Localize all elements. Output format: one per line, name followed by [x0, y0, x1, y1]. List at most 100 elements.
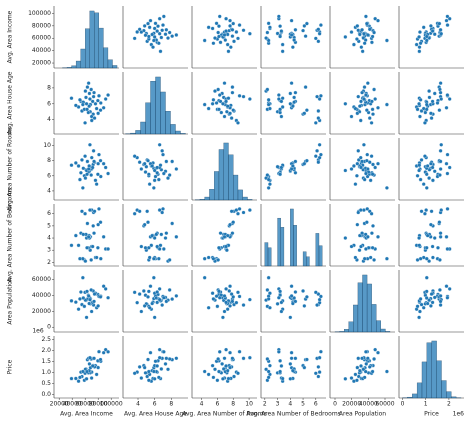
- histogram-bar: [367, 284, 372, 332]
- x-tick-label: 0: [401, 401, 405, 408]
- scatter-point: [207, 107, 211, 111]
- scatter-point: [438, 22, 442, 26]
- scatter-point: [226, 307, 230, 311]
- x-tick-label: 6: [314, 401, 318, 408]
- scatter-point: [148, 256, 152, 260]
- scatter-point: [140, 310, 144, 314]
- scatter-point: [267, 370, 271, 374]
- scatter-point: [148, 306, 152, 310]
- x-tick-label: 3: [276, 401, 280, 408]
- scatter-point: [146, 295, 150, 299]
- histogram-bar: [67, 67, 72, 68]
- scatter-point: [93, 292, 97, 296]
- scatter-point: [314, 154, 318, 158]
- scatter-point: [80, 209, 84, 213]
- scatter-point: [230, 209, 234, 213]
- scatter-point: [231, 108, 235, 112]
- scatter-point: [317, 375, 321, 379]
- scatter-point: [445, 162, 449, 166]
- scatter-point: [170, 297, 174, 301]
- histogram-bar: [141, 122, 146, 134]
- scatter-point: [87, 235, 91, 239]
- scatter-point: [290, 351, 294, 355]
- scatter-point: [88, 143, 92, 147]
- scatter-point: [429, 223, 433, 227]
- scatter-point: [290, 167, 294, 171]
- scatter-point: [294, 300, 298, 304]
- scatter-point: [289, 362, 293, 366]
- scatter-point: [433, 236, 437, 240]
- scatter-point: [82, 166, 86, 170]
- y-tick-label: 0.0: [41, 391, 51, 398]
- y-tick-label: 1.5: [41, 358, 51, 365]
- scatter-point: [364, 172, 368, 176]
- scatter-point: [305, 358, 309, 362]
- scatter-point: [207, 306, 211, 310]
- scatter-point: [92, 300, 96, 304]
- scatter-point: [157, 178, 161, 182]
- y-tick-label: 100000: [28, 10, 51, 17]
- scatter-point: [236, 371, 240, 375]
- scatter-point: [158, 208, 162, 212]
- scatter-point: [81, 276, 85, 280]
- scatter-point: [152, 276, 156, 280]
- scatter-point: [74, 234, 78, 238]
- histogram-bar: [446, 392, 451, 398]
- scatter-point: [158, 17, 162, 21]
- scatter-point: [96, 162, 100, 166]
- scatter-point: [314, 37, 318, 41]
- scatter-point: [425, 296, 429, 300]
- scatter-point: [360, 160, 364, 164]
- y-tick-label: 0.5: [41, 380, 51, 387]
- scatter-point: [267, 276, 271, 280]
- scatter-point: [230, 292, 234, 296]
- scatter-point: [231, 357, 235, 361]
- scatter-point: [133, 154, 137, 158]
- scatter-point: [175, 294, 179, 298]
- scatter-point: [231, 300, 235, 304]
- scatter-point: [217, 246, 221, 250]
- scatter-point: [82, 296, 86, 300]
- scatter-point: [427, 176, 431, 180]
- histogram-bar: [412, 394, 417, 398]
- scatter-point: [155, 233, 159, 237]
- scatter-point: [79, 171, 83, 175]
- scatter-point: [419, 178, 423, 182]
- scatter-point: [318, 32, 322, 36]
- scatter-point: [314, 291, 318, 295]
- scatter-point: [223, 356, 227, 360]
- scatter-point: [104, 166, 108, 170]
- x-axis-label: Avg. Area Income: [60, 411, 113, 418]
- scatter-point: [356, 211, 360, 215]
- scatter-point: [420, 209, 424, 213]
- scatter-point: [140, 167, 144, 171]
- scatter-point: [232, 375, 236, 379]
- scatter-point: [292, 100, 296, 104]
- scatter-point: [364, 247, 368, 251]
- scatter-point: [352, 43, 356, 47]
- x-tick-label: 1: [424, 401, 428, 408]
- scatter-point: [303, 112, 307, 116]
- histogram-bar: [205, 197, 210, 200]
- y-tick-label: 1.0: [41, 369, 51, 376]
- scatter-point: [96, 304, 100, 308]
- scatter-point: [157, 41, 161, 45]
- scatter-point: [242, 28, 246, 32]
- scatter-point: [418, 45, 422, 49]
- scatter-point: [160, 233, 164, 237]
- scatter-point: [242, 303, 246, 307]
- scatter-point: [318, 356, 322, 360]
- scatter-point: [370, 121, 374, 125]
- scatter-point: [359, 156, 363, 160]
- scatter-point: [352, 164, 356, 168]
- scatter-point: [439, 300, 443, 304]
- scatter-point: [430, 209, 434, 213]
- scatter-point: [77, 164, 81, 168]
- scatter-point: [290, 294, 294, 298]
- y-tick-label: 0: [47, 324, 51, 331]
- scatter-point: [419, 41, 423, 45]
- scatter-point: [439, 294, 443, 298]
- scatter-point: [372, 31, 376, 35]
- scatter-point: [445, 19, 449, 23]
- histogram-bar: [99, 28, 104, 68]
